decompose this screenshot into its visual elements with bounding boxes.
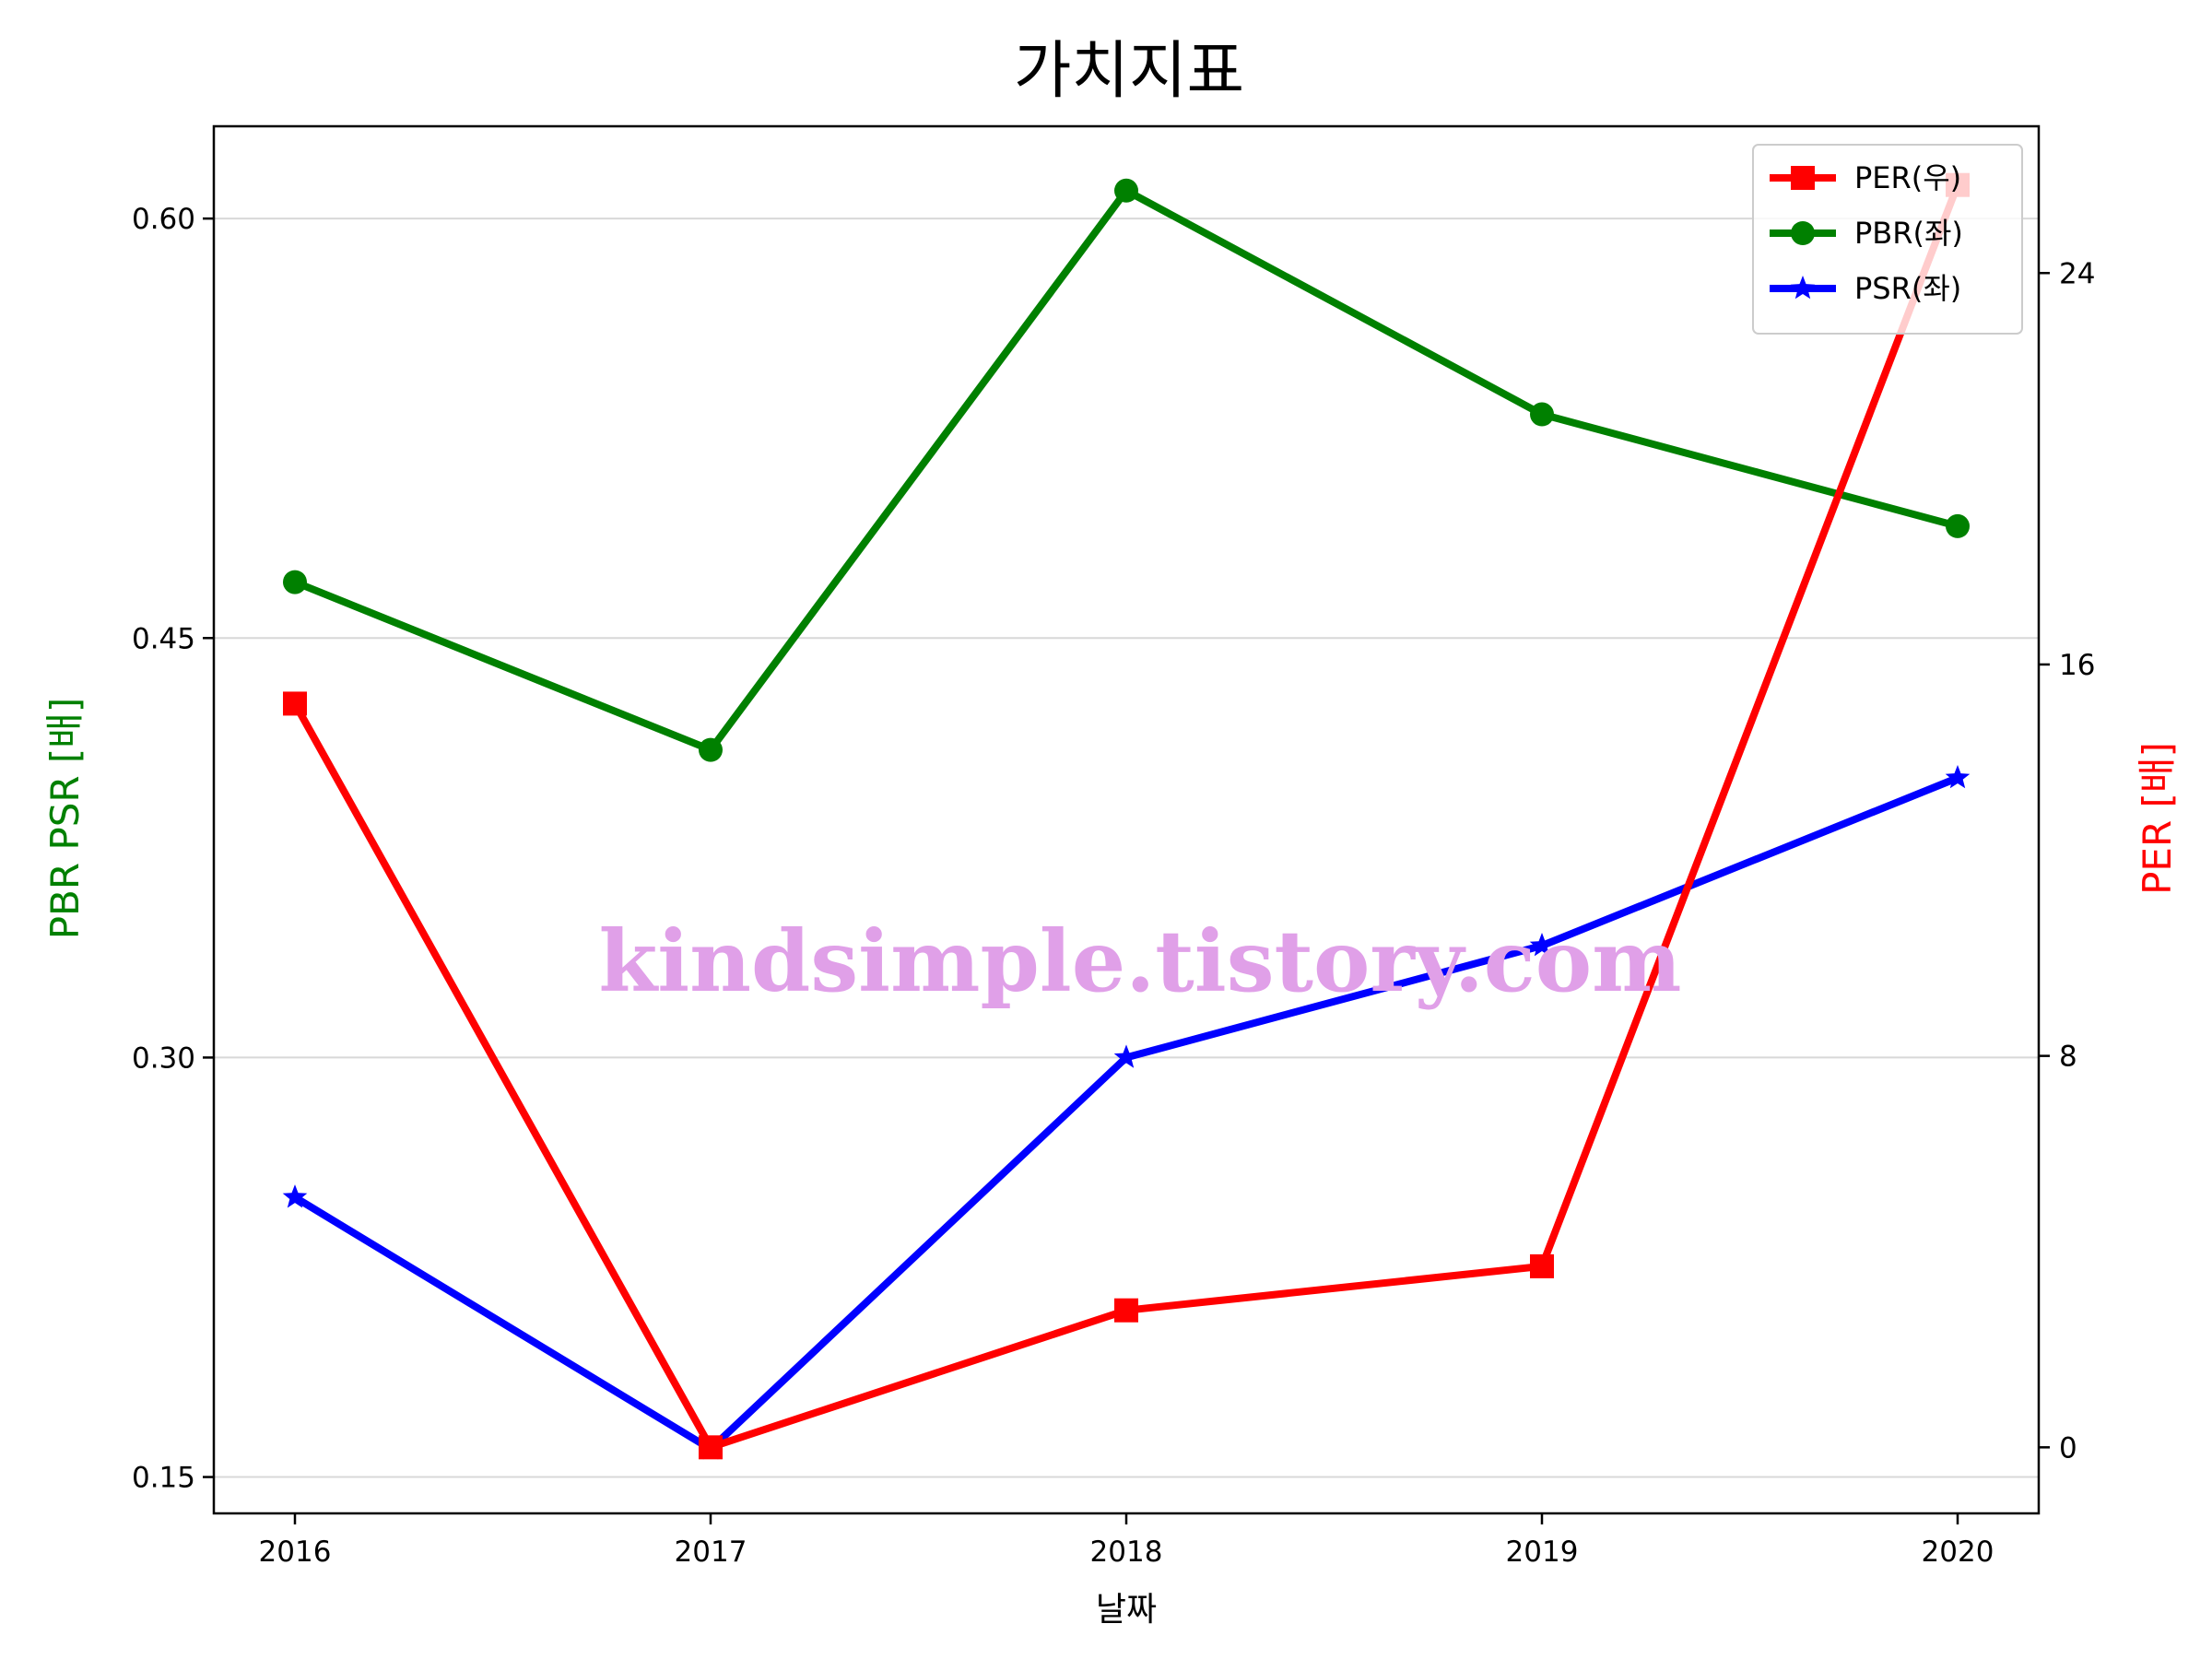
right-tick-label: 8 bbox=[2059, 1041, 2077, 1074]
data-point bbox=[699, 1435, 723, 1460]
legend-label: PBR(좌) bbox=[1854, 216, 1963, 251]
right-y-axis-label: PER [배] bbox=[2135, 742, 2180, 895]
legend-item: PER(우) bbox=[1770, 160, 1961, 195]
data-point bbox=[1114, 178, 1138, 203]
x-tick-label: 2020 bbox=[1922, 1535, 1994, 1569]
series-layer bbox=[282, 172, 1971, 1460]
x-axis: 2016 2017 2018 2019 2020 bbox=[259, 1513, 1994, 1569]
left-tick-label: 0.45 bbox=[132, 622, 195, 655]
chart-title: 가치지표 bbox=[1014, 35, 1244, 108]
data-point bbox=[283, 570, 307, 594]
legend-swatch-marker bbox=[1790, 276, 1816, 300]
data-point bbox=[1945, 765, 1971, 789]
series-line bbox=[291, 774, 1961, 1453]
left-tick-label: 0.60 bbox=[132, 203, 195, 236]
legend-label: PSR(좌) bbox=[1854, 271, 1961, 306]
data-point bbox=[1946, 513, 1970, 538]
right-tick-label: 0 bbox=[2059, 1431, 2077, 1465]
data-point bbox=[1529, 933, 1555, 957]
right-tick-label: 16 bbox=[2059, 649, 2095, 682]
x-tick-label: 2016 bbox=[259, 1535, 332, 1569]
left-y-axis-label: PBR PSR [배] bbox=[42, 698, 88, 940]
x-tick-label: 2018 bbox=[1090, 1535, 1163, 1569]
legend-label: PER(우) bbox=[1854, 160, 1961, 195]
data-point bbox=[282, 1184, 308, 1208]
data-point bbox=[1530, 1253, 1554, 1278]
legend-swatch-marker bbox=[1791, 221, 1815, 245]
left-tick-label: 0.15 bbox=[132, 1462, 195, 1495]
series-PSR(좌) bbox=[282, 765, 1971, 1460]
legend-item: PBR(좌) bbox=[1770, 216, 1963, 251]
legend: PER(우) PBR(좌) PSR(좌) bbox=[1752, 144, 2023, 335]
x-tick-label: 2017 bbox=[675, 1535, 747, 1569]
legend-item: PSR(좌) bbox=[1770, 271, 1961, 306]
series-line bbox=[291, 181, 1961, 1452]
data-point bbox=[283, 691, 307, 716]
x-tick-label: 2019 bbox=[1506, 1535, 1579, 1569]
series-line bbox=[291, 186, 1961, 754]
right-y-axis: 0 8 16 24 bbox=[2039, 257, 2095, 1465]
data-point bbox=[1114, 1298, 1138, 1323]
watermark: kindsimple.tistory.com bbox=[598, 912, 1681, 1011]
x-axis-label: 날짜 bbox=[1096, 1591, 1157, 1629]
data-point bbox=[1113, 1044, 1139, 1068]
legend-swatch-marker bbox=[1791, 166, 1815, 190]
right-tick-label: 24 bbox=[2059, 257, 2095, 290]
gridlines bbox=[214, 218, 2039, 1478]
series-PBR(좌) bbox=[283, 178, 1970, 762]
left-tick-label: 0.30 bbox=[132, 1041, 195, 1075]
data-point bbox=[699, 737, 723, 762]
left-y-axis: 0.15 0.30 0.45 0.60 bbox=[132, 203, 214, 1495]
series-PER(우) bbox=[283, 172, 1970, 1460]
data-point bbox=[1530, 402, 1554, 427]
